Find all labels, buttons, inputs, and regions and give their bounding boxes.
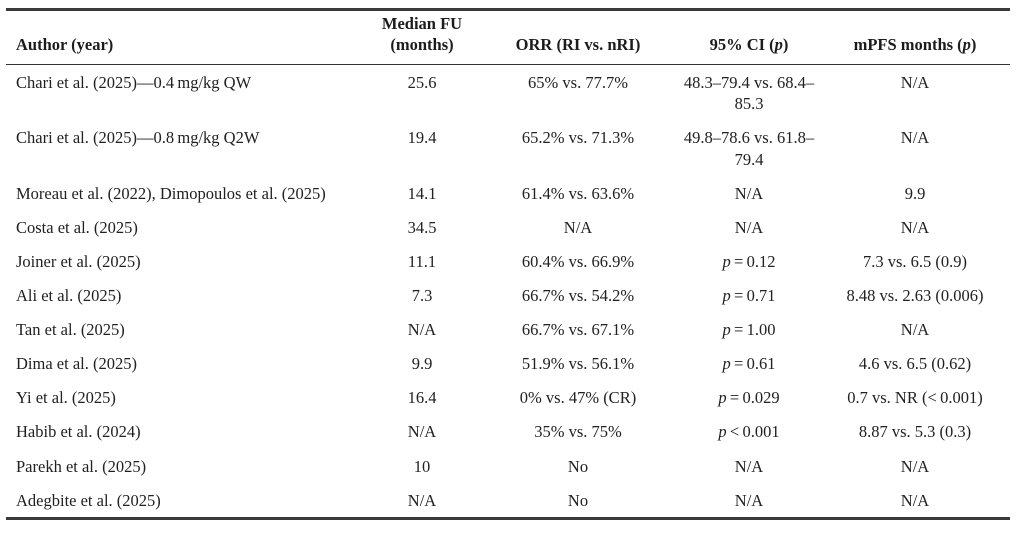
table-row: Moreau et al. (2022), Dimopoulos et al. …: [6, 176, 1010, 210]
table-row: Joiner et al. (2025) 11.1 60.4% vs. 66.9% p…: [6, 244, 1010, 278]
column-header-mpfs: mPFS months (p): [820, 9, 1010, 66]
cell-mpfs: N/A: [900, 320, 930, 340]
cell-author: Tan et al. (2025): [16, 320, 125, 340]
cell-ci: N/A: [734, 183, 764, 203]
table-row: Yi et al. (2025) 16.4 0% vs. 47% (CR) p = 0…: [6, 380, 1010, 414]
cell-orr: 65% vs. 77.7%: [528, 73, 628, 93]
cell-author: Habib et al. (2024): [16, 422, 141, 442]
cell-ci: N/A: [734, 490, 764, 510]
cell-mpfs: N/A: [900, 128, 930, 148]
cell-median_fu: 14.1: [407, 183, 437, 203]
column-header-ci: 95% CI (p): [678, 9, 820, 66]
cell-mpfs: N/A: [900, 217, 930, 237]
cell-orr: 61.4% vs. 63.6%: [521, 183, 635, 203]
cell-median_fu: N/A: [407, 490, 437, 510]
table-row: Ali et al. (2025) 7.3 66.7% vs. 54.2% p = 0…: [6, 278, 1010, 312]
cell-median_fu: 16.4: [407, 388, 437, 408]
cell-mpfs: N/A: [900, 456, 930, 476]
table-header: Author (year) Median FU (months) ORR (RI v…: [6, 9, 1010, 66]
cell-ci: p = 0.61: [722, 354, 776, 374]
cell-author: Parekh et al. (2025): [16, 456, 147, 476]
header-row: Author (year) Median FU (months) ORR (RI v…: [6, 9, 1010, 66]
cell-mpfs: 9.9: [904, 183, 926, 203]
cell-ci: 49.8–78.6 vs. 61.8–79.4: [683, 128, 815, 169]
cell-orr: N/A: [563, 217, 593, 237]
cell-ci: N/A: [734, 217, 764, 237]
column-header-author: Author (year): [6, 9, 366, 66]
table-row: Tan et al. (2025) N/A 66.7% vs. 67.1% p = 1…: [6, 312, 1010, 346]
cell-author: Moreau et al. (2022), Dimopoulos et al. …: [16, 183, 326, 203]
cell-mpfs: 0.7 vs. NR (< 0.001): [847, 388, 983, 408]
cell-ci: 48.3–79.4 vs. 68.4–85.3: [683, 73, 815, 114]
cell-median_fu: 25.6: [407, 73, 437, 93]
cell-orr: 51.9% vs. 56.1%: [521, 354, 635, 374]
cell-ci: N/A: [734, 456, 764, 476]
cell-orr: 60.4% vs. 66.9%: [521, 251, 635, 271]
column-header-orr: ORR (RI vs. nRI): [478, 9, 678, 66]
cell-author: Dima et al. (2025): [16, 354, 137, 374]
cell-author: Chari et al. (2025)—0.8 mg/kg Q2W: [16, 128, 260, 148]
table-row: Habib et al. (2024) N/A 35% vs. 75% p < 0.0…: [6, 414, 1010, 448]
cell-mpfs: 7.3 vs. 6.5 (0.9): [862, 251, 968, 271]
table-row: Costa et al. (2025) 34.5 N/A N/A N/A: [6, 210, 1010, 244]
column-header-median_fu: Median FU (months): [366, 9, 478, 66]
cell-median_fu: 19.4: [407, 128, 437, 148]
cell-ci: p < 0.001: [718, 422, 780, 442]
cell-author: Joiner et al. (2025): [16, 251, 141, 271]
cell-mpfs: 8.87 vs. 5.3 (0.3): [858, 422, 972, 442]
cell-author: Ali et al. (2025): [16, 285, 122, 305]
cell-orr: 35% vs. 75%: [534, 422, 622, 442]
cell-mpfs: 4.6 vs. 6.5 (0.62): [858, 354, 972, 374]
table-row: Chari et al. (2025)—0.4 mg/kg QW 25.6 65% …: [6, 65, 1010, 121]
cell-mpfs: N/A: [900, 490, 930, 510]
cell-mpfs: N/A: [900, 73, 930, 93]
table-row: Parekh et al. (2025) 10 No N/A N/A: [6, 449, 1010, 483]
cell-author: Adegbite et al. (2025): [16, 490, 161, 510]
cell-median_fu: 9.9: [411, 354, 433, 374]
cell-ci: p = 1.00: [722, 320, 776, 340]
cell-ci: p = 0.029: [718, 388, 780, 408]
cell-median_fu: 7.3: [411, 285, 433, 305]
cell-author: Yi et al. (2025): [16, 388, 116, 408]
cell-orr: 66.7% vs. 54.2%: [521, 285, 635, 305]
cell-orr: 0% vs. 47% (CR): [519, 388, 637, 408]
cell-median_fu: 11.1: [407, 251, 437, 271]
cell-ci: p = 0.71: [722, 285, 776, 305]
cell-orr: 66.7% vs. 67.1%: [521, 320, 635, 340]
study-results-table: Author (year) Median FU (months) ORR (RI v…: [6, 8, 1010, 520]
cell-median_fu: 34.5: [407, 217, 437, 237]
cell-median_fu: 10: [413, 456, 431, 476]
table-row: Adegbite et al. (2025) N/A No N/A N/A: [6, 483, 1010, 519]
table-row: Chari et al. (2025)—0.8 mg/kg Q2W 19.4 65.…: [6, 120, 1010, 175]
table-row: Dima et al. (2025) 9.9 51.9% vs. 56.1% p = …: [6, 346, 1010, 380]
cell-orr: 65.2% vs. 71.3%: [521, 128, 635, 148]
cell-median_fu: N/A: [407, 320, 437, 340]
cell-ci: p = 0.12: [722, 251, 776, 271]
cell-mpfs: 8.48 vs. 2.63 (0.006): [846, 285, 984, 305]
cell-orr: No: [567, 490, 589, 510]
cell-author: Chari et al. (2025)—0.4 mg/kg QW: [16, 73, 252, 93]
cell-author: Costa et al. (2025): [16, 217, 138, 237]
cell-orr: No: [567, 456, 589, 476]
table-body: Chari et al. (2025)—0.4 mg/kg QW 25.6 65% …: [6, 65, 1010, 519]
cell-median_fu: N/A: [407, 422, 437, 442]
